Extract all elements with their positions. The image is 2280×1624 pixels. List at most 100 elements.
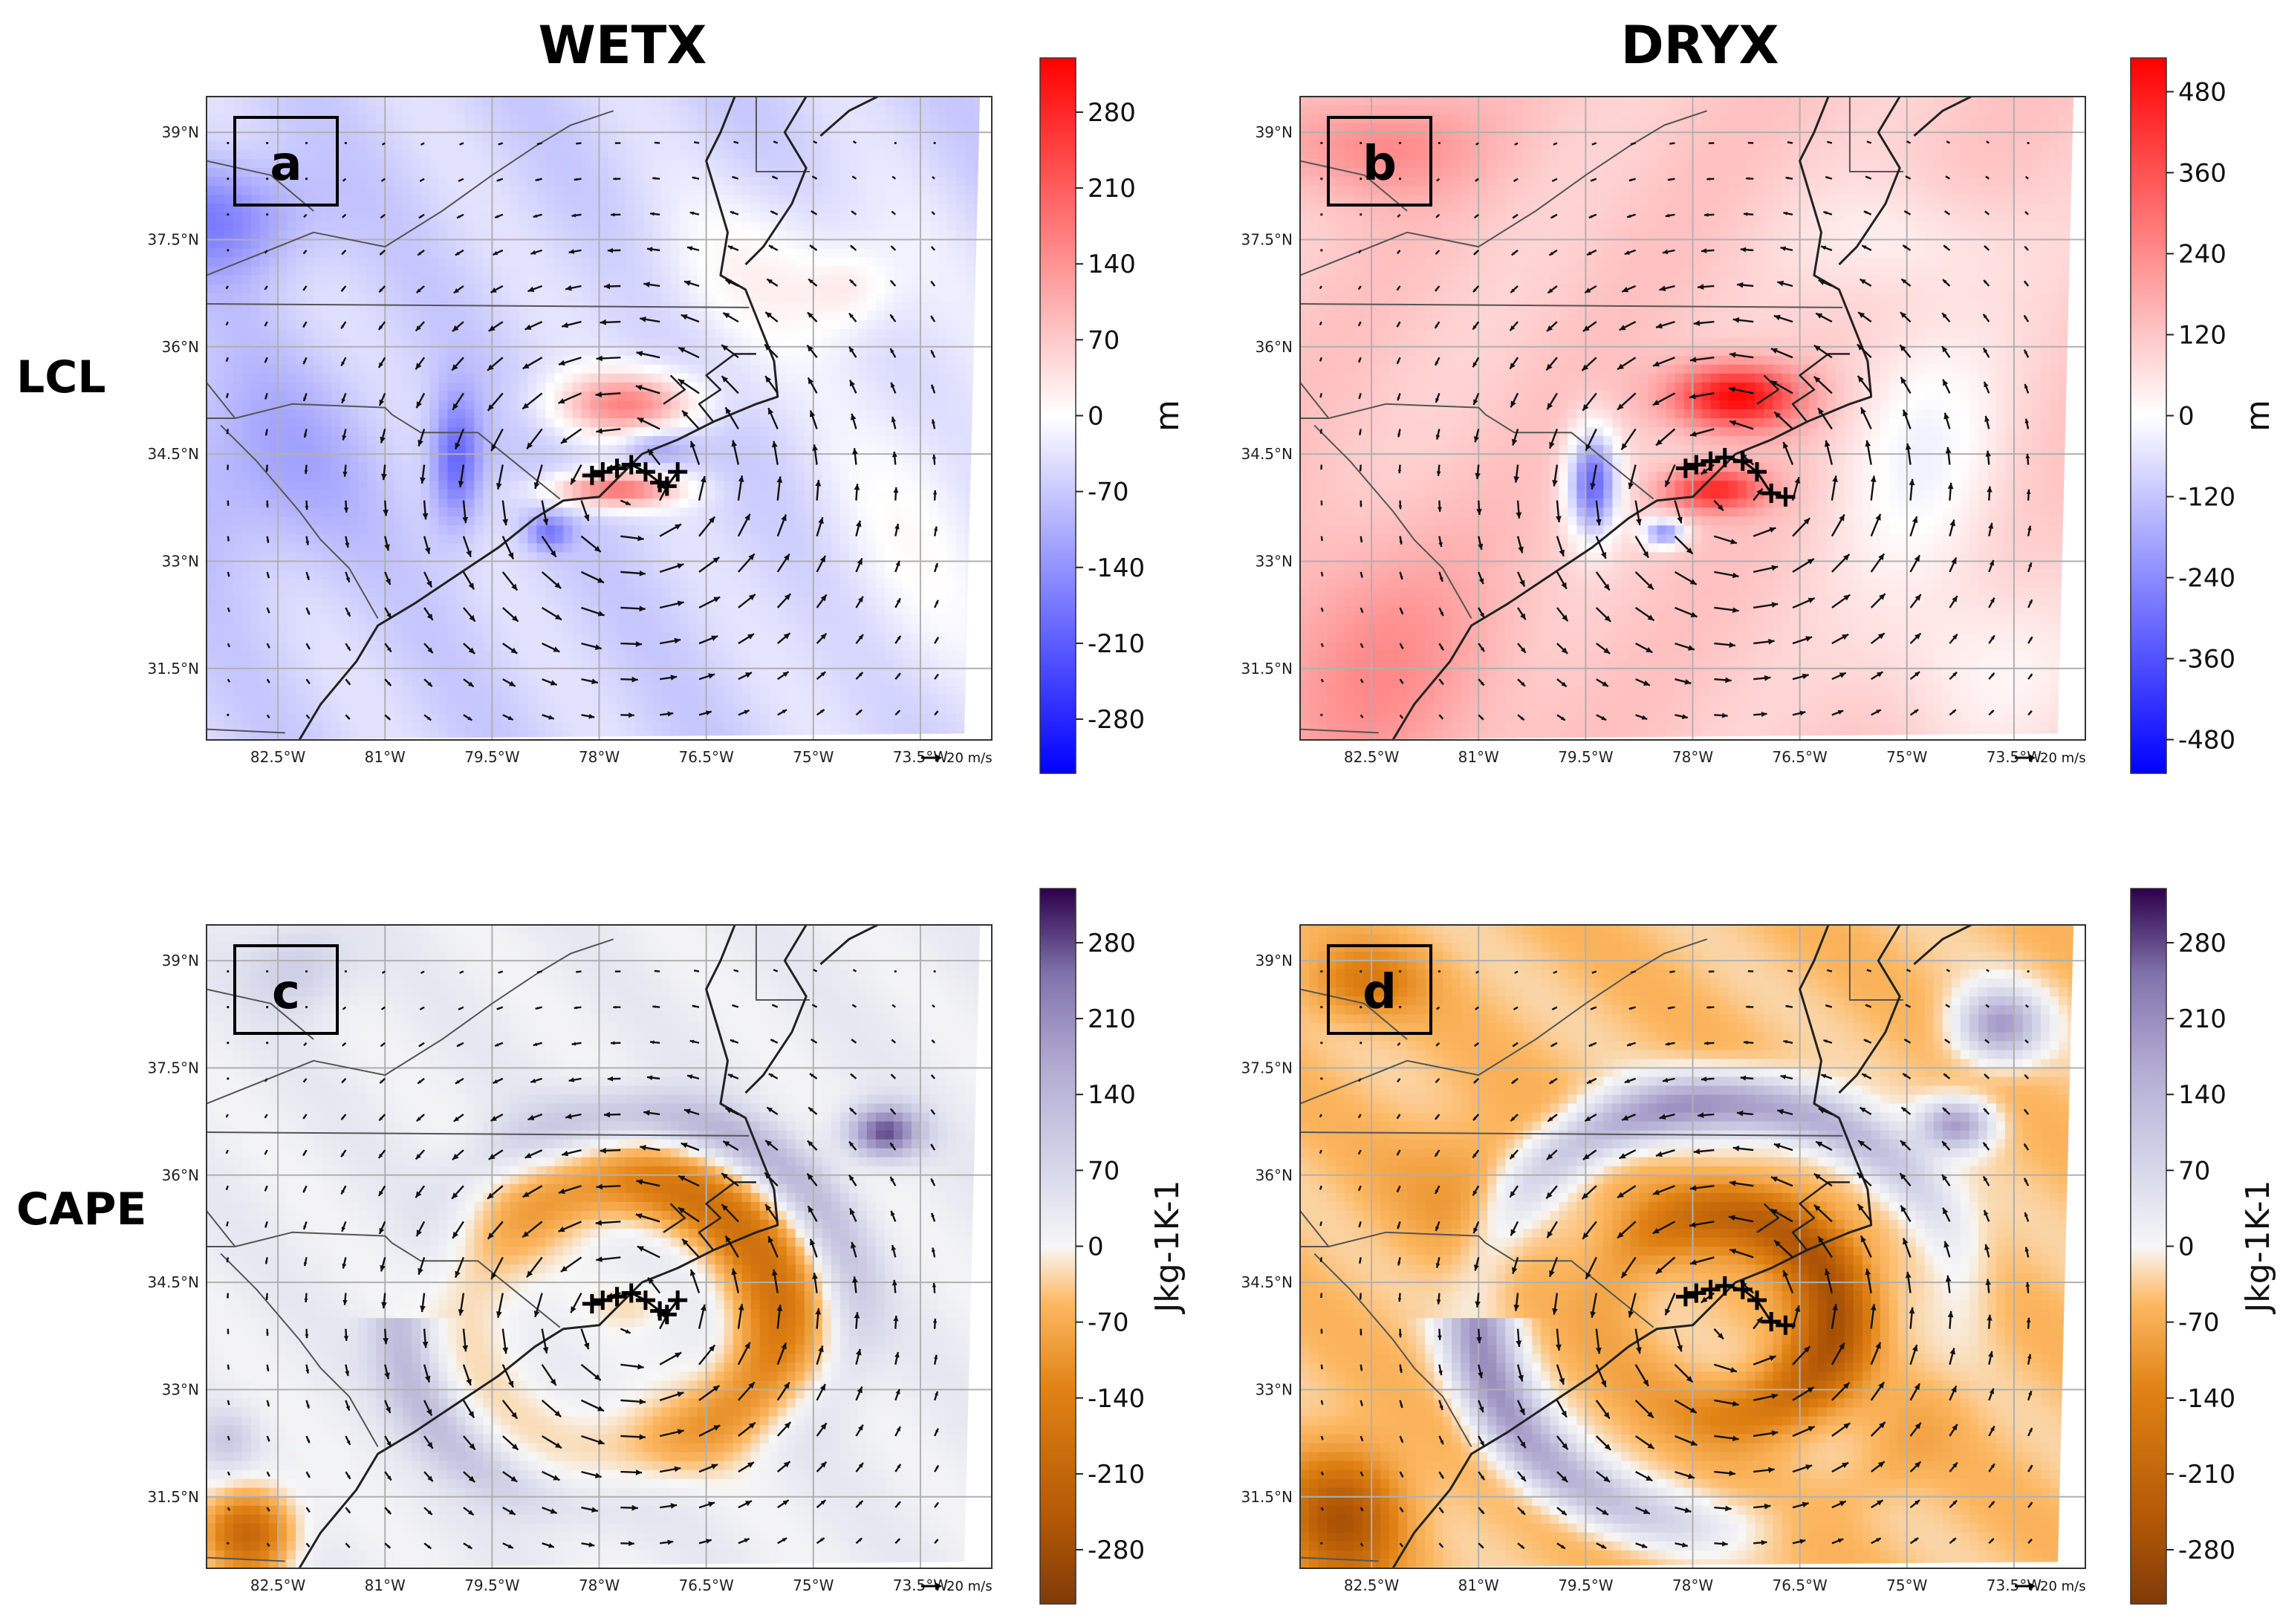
wind-vector-head xyxy=(227,503,230,506)
wind-vector-head xyxy=(1436,1007,1438,1010)
wind-vector-head xyxy=(738,1304,744,1310)
wind-vector-head xyxy=(1747,141,1750,144)
wind-vector xyxy=(1360,178,1363,181)
state-border xyxy=(1300,988,1408,1040)
wind-vector-head xyxy=(1866,969,1869,972)
wind-vector-head xyxy=(380,215,383,218)
wind-vector-head xyxy=(1947,1310,1954,1318)
wind-vector-head xyxy=(1870,475,1877,482)
wind-vector-head xyxy=(812,444,818,451)
wind-vector-head xyxy=(1475,472,1481,479)
wind-vector-head xyxy=(2025,453,2030,459)
wind-vector-head xyxy=(646,1075,653,1081)
wind-vector-head xyxy=(1549,1270,1555,1277)
wind-vector-head xyxy=(1397,360,1400,364)
wind-vector-head xyxy=(1643,680,1650,686)
wind-vector-head xyxy=(851,211,854,214)
wind-vector-head xyxy=(303,1152,306,1156)
wind-vector-head xyxy=(487,364,494,371)
wind-vector-head xyxy=(1983,314,1987,319)
colorbar-tick-label: 0 xyxy=(2178,402,2195,432)
wind-vector-head xyxy=(733,141,736,143)
wind-vector-head xyxy=(765,376,772,383)
vector-scale-label: 20 m/s xyxy=(946,1579,993,1594)
wind-vector-head xyxy=(1985,176,1988,178)
y-tick-label: 33°N xyxy=(1256,552,1293,570)
wind-vector-head xyxy=(1842,634,1849,640)
wind-vector-head xyxy=(427,716,432,721)
wind-vector-head xyxy=(678,1207,685,1214)
storm-track xyxy=(1675,447,1796,507)
wind-vector-head xyxy=(305,1369,310,1374)
wind-vector-head xyxy=(416,1230,422,1237)
wind-vector-head xyxy=(533,1042,538,1047)
wind-vector-head xyxy=(307,646,310,649)
wind-vector-head xyxy=(1805,1464,1813,1470)
wind-vector-head xyxy=(2025,1039,2027,1042)
wind-vector-head xyxy=(1706,1005,1710,1009)
wind-vector-head xyxy=(1990,672,1995,677)
wind-vector-head xyxy=(571,1042,577,1046)
wind-vector-head xyxy=(894,1351,900,1358)
y-tick-label: 31.5°N xyxy=(1241,1488,1293,1506)
wind-vector-head xyxy=(783,1382,790,1389)
wind-vector-head xyxy=(1440,646,1444,651)
state-border xyxy=(207,382,236,419)
wind-vector-head xyxy=(1636,1347,1642,1354)
wind-vector-head xyxy=(820,1500,826,1505)
wind-vector xyxy=(1320,969,1323,973)
wind-vector-head xyxy=(267,1474,270,1477)
wind-vector-head xyxy=(1914,633,1921,640)
wind-vector-head xyxy=(852,448,858,455)
wind-vector-head xyxy=(1511,438,1518,446)
wind-vector-head xyxy=(1946,1004,1948,1007)
wind-vector-head xyxy=(1400,1509,1403,1513)
wind-vector-head xyxy=(1321,609,1323,612)
wind-vector-head xyxy=(228,1509,230,1511)
wind-vector-head xyxy=(1521,681,1525,686)
wind-vector-head xyxy=(1561,1475,1568,1482)
panel-b: 82.5°W 81°W 79.5°W 78°W 76.5°W 75°W 73.5°W39°N… xyxy=(1241,57,2277,774)
wind-vector-head xyxy=(858,634,863,640)
wind-vector-head xyxy=(1665,1308,1671,1316)
wind-vector-head xyxy=(807,1173,813,1180)
wind-vector-head xyxy=(1521,1510,1525,1515)
wind-vector-head xyxy=(511,1443,519,1450)
wind-vector-head xyxy=(524,1152,532,1158)
x-tick-label: 78°W xyxy=(1672,1576,1713,1594)
wind-vector-head xyxy=(1359,468,1363,472)
wind-vector-head xyxy=(683,280,691,286)
wind-vector-head xyxy=(527,1114,535,1120)
wind-vector-head xyxy=(721,1173,729,1180)
wind-vector-head xyxy=(893,1315,899,1322)
wind-vector-head xyxy=(1397,324,1400,328)
y-tick-label: 37.5°N xyxy=(1241,1059,1293,1076)
wind-vector-head xyxy=(594,644,602,650)
wind-vector-head xyxy=(1990,1426,1995,1432)
wind-vector-head xyxy=(890,1177,894,1182)
wind-vector-head xyxy=(420,143,423,145)
wind-vector-head xyxy=(1729,386,1735,393)
wind-vector-head xyxy=(462,1345,469,1352)
wind-vector-head xyxy=(682,410,689,418)
wind-vector-head xyxy=(1988,522,1994,529)
wind-vector-head xyxy=(848,1175,854,1181)
wind-vector-head xyxy=(1510,400,1516,408)
wind-vector-head xyxy=(1647,614,1654,621)
wind-vector-head xyxy=(1547,403,1553,410)
wind-vector-head xyxy=(730,211,735,215)
wind-vector-head xyxy=(491,444,497,452)
wind-vector-head xyxy=(1698,1112,1704,1118)
wind-vector-head xyxy=(1439,1405,1443,1410)
wind-vector-head xyxy=(897,1464,901,1469)
wind-vector-head xyxy=(576,142,579,145)
wind-vector-head xyxy=(420,477,426,484)
gridlines xyxy=(1300,925,2085,1568)
wind-vector-head xyxy=(1513,1305,1520,1311)
wind-vector-head xyxy=(416,1117,421,1122)
wind-vector-head xyxy=(1794,1305,1801,1313)
wind-vector-head xyxy=(1552,1007,1555,1010)
colorbar-tick-label: -280 xyxy=(1088,1536,1145,1565)
wind-vector-head xyxy=(1627,214,1631,218)
wind-vector-head xyxy=(771,441,778,448)
